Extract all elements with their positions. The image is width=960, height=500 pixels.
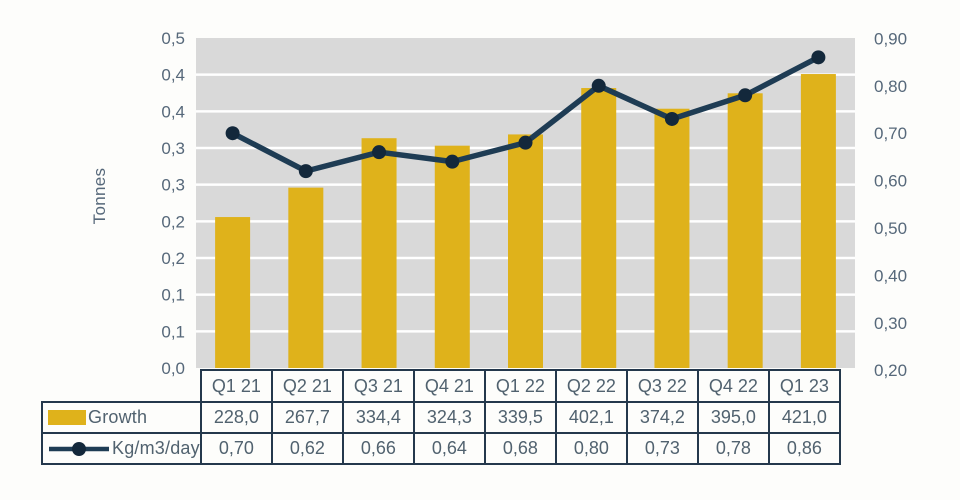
legend-entry: Kg/m3/day — [44, 438, 200, 459]
table-value-cell: 374,2 — [625, 401, 699, 434]
table-value-cell: 0,66 — [341, 432, 415, 465]
growth-swatch-icon — [48, 410, 86, 425]
kg-marker — [591, 78, 606, 93]
right-axis-tick: 0,30 — [874, 314, 907, 333]
growth-bar — [581, 88, 617, 369]
growth-bar — [727, 93, 763, 369]
kg-marker — [811, 50, 826, 65]
left-axis-tick: 0,4 — [161, 66, 185, 85]
left-axis-tick: 0,1 — [161, 286, 185, 305]
left-axis-tick: 0,3 — [161, 176, 185, 195]
column-header: Q3 22 — [625, 369, 699, 403]
growth-bar — [215, 217, 251, 368]
growth-bar — [508, 134, 543, 368]
table-value-cell: 267,7 — [270, 401, 344, 434]
column-header: Q2 21 — [270, 369, 344, 403]
column-header: Q1 21 — [199, 369, 273, 403]
left-axis-tick: 0,3 — [161, 139, 185, 158]
left-axis-tick: 0,0 — [161, 359, 185, 378]
legend-label: Growth — [88, 407, 148, 427]
left-axis-tick: 0,2 — [161, 249, 185, 268]
table-value-cell: 402,1 — [554, 401, 628, 434]
right-axis-tick: 0,60 — [874, 172, 907, 191]
kg-marker — [518, 135, 533, 150]
data-table: Q1 21 Q2 21 Q3 21 Q4 21 Q1 22 Q2 22 Q3 22 Q4 22… — [41, 369, 841, 465]
kg-marker — [445, 154, 460, 169]
column-header: Q4 21 — [412, 369, 486, 403]
table-value-cell: 0,80 — [554, 432, 628, 465]
right-axis-tick: 0,20 — [874, 361, 907, 380]
column-header: Q2 22 — [554, 369, 628, 403]
column-header: Q4 22 — [696, 369, 770, 403]
table-value-cell: 0,73 — [625, 432, 699, 465]
table-corner-spacer — [42, 370, 201, 402]
column-header: Q1 23 — [767, 369, 841, 403]
right-axis-tick: 0,90 — [874, 29, 907, 48]
left-axis-tick: 0,5 — [161, 29, 185, 48]
table-value-cell: 324,3 — [412, 401, 486, 434]
line-marker-icon — [49, 441, 109, 456]
kg-marker — [738, 88, 753, 103]
left-axis-title: Tonnes — [90, 167, 109, 225]
kg-marker — [372, 145, 387, 160]
growth-bar — [800, 74, 836, 368]
table-value-cell: 421,0 — [767, 401, 841, 434]
right-axis-tick: 0,70 — [874, 124, 907, 143]
growth-bar — [288, 187, 324, 368]
right-axis-tick: 0,40 — [874, 266, 907, 285]
growth-bar — [434, 145, 470, 368]
right-axis-tick: 0,50 — [874, 219, 907, 238]
table-value-cell: 0,70 — [199, 432, 273, 465]
kg-marker — [298, 164, 313, 179]
table-value-cell: 0,78 — [696, 432, 770, 465]
table-value-cell: 0,68 — [483, 432, 557, 465]
kg-marker — [664, 111, 679, 126]
legend-label: Kg/m3/day — [112, 438, 200, 458]
growth-bar — [361, 138, 397, 368]
kg-marker — [225, 126, 240, 141]
left-axis-tick: 0,2 — [161, 212, 185, 231]
table-value-cell: 228,0 — [199, 401, 273, 434]
legend-cell-growth: Growth — [41, 401, 202, 434]
growth-bar — [654, 108, 690, 368]
right-axis-tick: 0,80 — [874, 77, 907, 96]
table-value-cell: 339,5 — [483, 401, 557, 434]
table-value-cell: 395,0 — [696, 401, 770, 434]
column-header: Q1 22 — [483, 369, 557, 403]
left-axis-tick: 0,1 — [161, 322, 185, 341]
table-value-cell: 0,86 — [767, 432, 841, 465]
legend-cell-kg: Kg/m3/day — [41, 432, 202, 465]
table-value-cell: 0,64 — [412, 432, 486, 465]
table-value-cell: 334,4 — [341, 401, 415, 434]
table-value-cell: 0,62 — [270, 432, 344, 465]
legend-entry: Growth — [44, 407, 199, 428]
column-header: Q3 21 — [341, 369, 415, 403]
left-axis-tick: 0,4 — [161, 102, 185, 121]
